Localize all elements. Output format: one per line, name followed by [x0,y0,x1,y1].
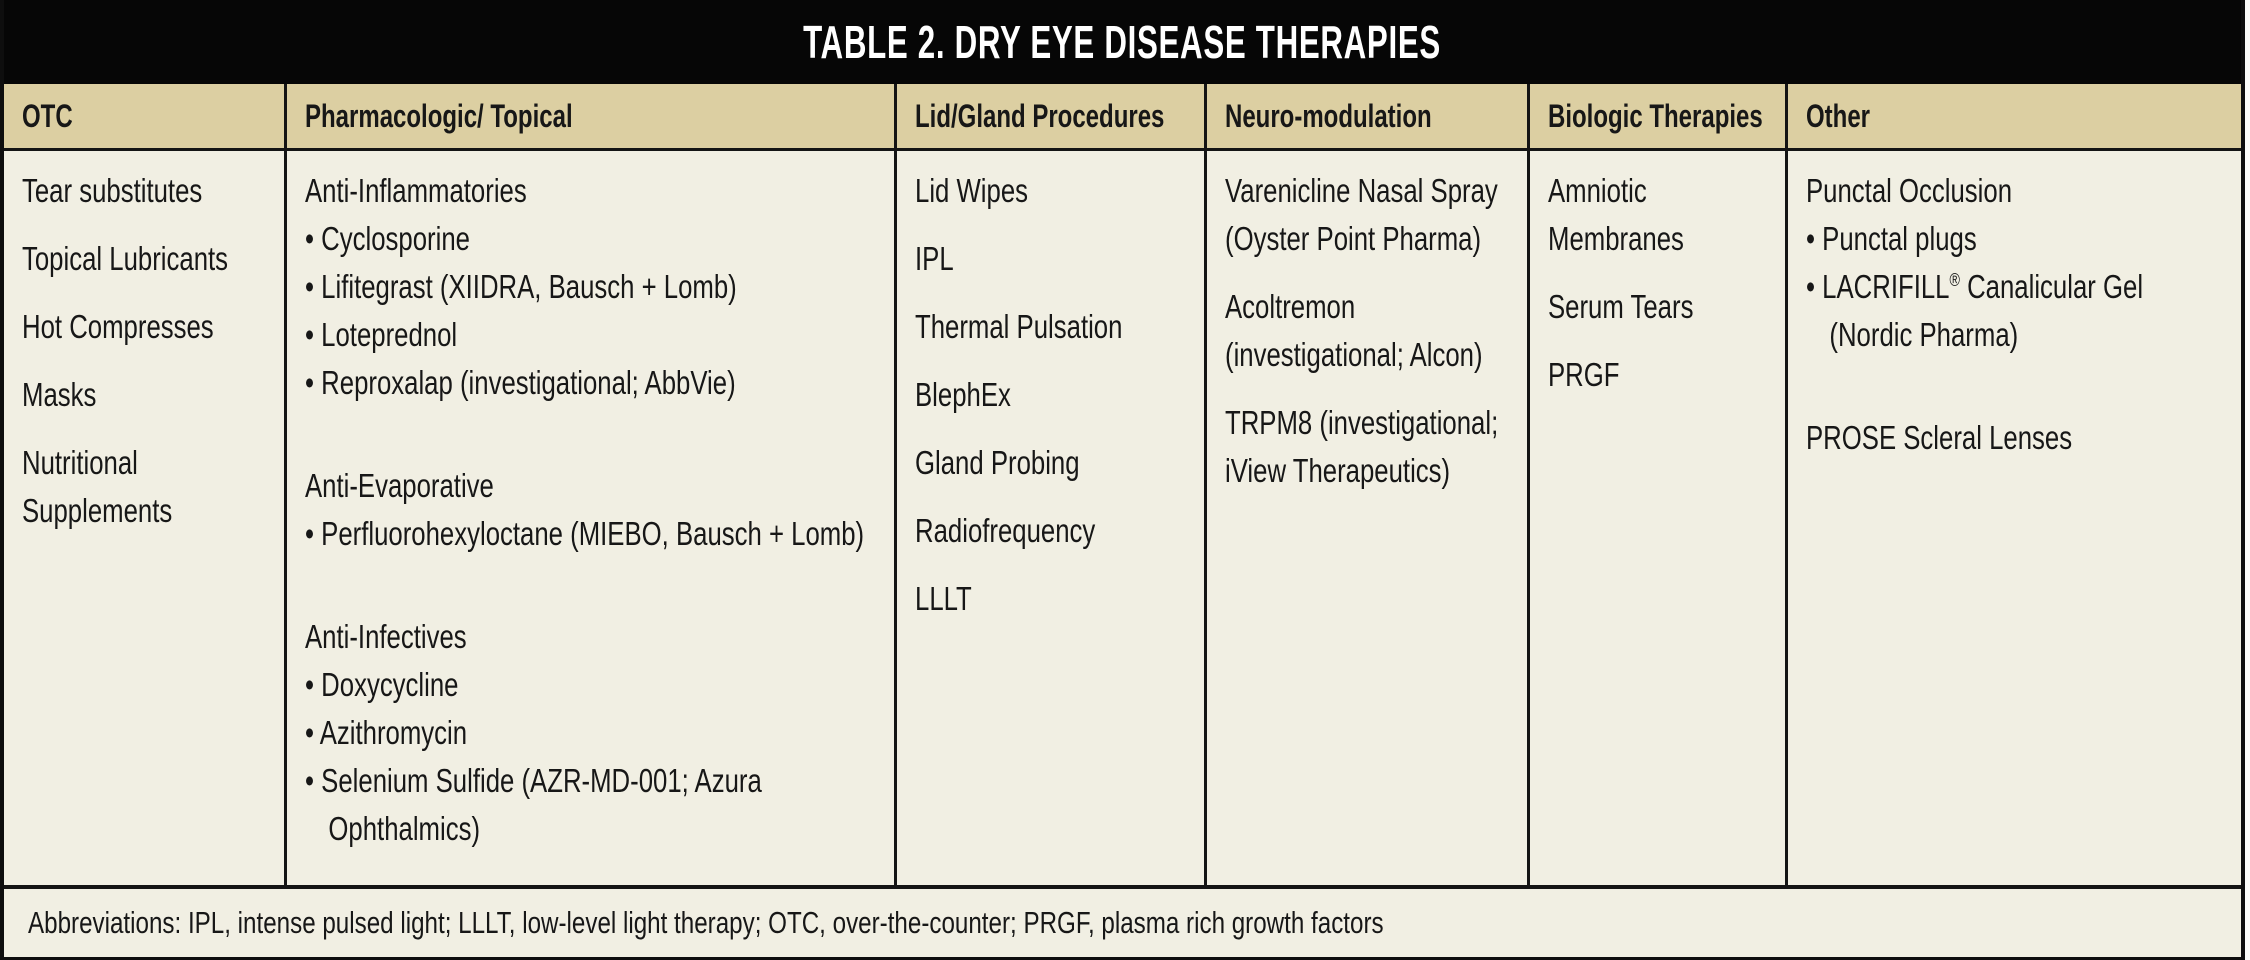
cell-block: Anti-Inflammatories • Cyclosporine • Lifit… [305,167,888,407]
cell-block: Tear substitutes [22,167,278,215]
cell-line: • LACRIFILL® Canalicular Gel [1806,268,2144,305]
cell-line: Gland Probing [915,444,1080,481]
table-body-row: Tear substitutes Topical Lubricants Hot Co… [4,151,2241,885]
cell-line: Ophthalmics) [328,810,481,847]
column-header-label: Other [1806,97,1871,134]
body-cell-pharmacologic-topical: Anti-Inflammatories • Cyclosporine • Lifit… [287,151,897,885]
registered-trademark-symbol: ® [1949,270,1960,290]
cell-line: (investigational; Alcon) [1225,336,1483,373]
cell-block: Anti-Evaporative • Perfluorohexyloctane (… [305,462,888,558]
cell-line: Anti-Infectives [305,618,467,655]
cell-line: • Punctal plugs [1806,220,1977,257]
cell-block: Lid Wipes [915,167,1198,215]
abbreviations-text: Abbreviations: IPL, intense pulsed light… [28,905,1384,940]
cell-line: TRPM8 (investigational; [1225,404,1499,441]
cell-line: BlephEx [915,376,1011,413]
cell-block: BlephEx [915,371,1198,419]
cell-line: Hot Compresses [22,308,214,345]
column-header-lid-gland-procedures: Lid/Gland Procedures [897,84,1207,151]
cell-line: PRGF [1548,356,1620,393]
body-cell-biologic-therapies: Amniotic Membranes Serum Tears PRGF [1530,151,1788,885]
cell-block: Serum Tears [1548,283,1779,331]
abbreviations-footer: Abbreviations: IPL, intense pulsed light… [4,885,2241,957]
cell-line: • Lifitegrast (XIIDRA, Bausch + Lomb) [305,268,737,305]
cell-block: Anti-Infectives • Doxycycline • Azithromyc… [305,613,888,853]
cell-line: Radiofrequency [915,512,1096,549]
cell-block: IPL [915,235,1198,283]
cell-line: • Doxycycline [305,666,459,703]
cell-line: (Nordic Pharma) [1829,316,2019,353]
column-header-label: OTC [22,97,73,134]
cell-line: Masks [22,376,97,413]
cell-line: Anti-Evaporative [305,467,494,504]
table-title-bar: TABLE 2. DRY EYE DISEASE THERAPIES [4,0,2241,84]
table-title: TABLE 2. DRY EYE DISEASE THERAPIES [803,16,1442,68]
cell-line: Thermal Pulsation [915,308,1123,345]
cell-block: Masks [22,371,278,419]
cell-line: (Oyster Point Pharma) [1225,220,1482,257]
cell-block: Amniotic Membranes [1548,167,1779,263]
body-cell-neuro-modulation: Varenicline Nasal Spray (Oyster Point Pha… [1207,151,1530,885]
cell-line: Varenicline Nasal Spray [1225,172,1498,209]
column-header-neuro-modulation: Neuro-modulation [1207,84,1530,151]
cell-block: LLLT [915,575,1198,623]
cell-line: Tear substitutes [22,172,203,209]
cell-line: Anti-Inflammatories [305,172,527,209]
cell-line: PROSE Scleral Lenses [1806,419,2073,456]
cell-block: Thermal Pulsation [915,303,1198,351]
cell-line: Supplements [22,492,173,529]
cell-line: Acoltremon [1225,288,1356,325]
cell-block: Acoltremon (investigational; Alcon) [1225,283,1521,379]
column-header-label: Pharmacologic/ Topical [305,97,573,134]
cell-block: Nutritional Supplements [22,439,278,535]
cell-line: • Reproxalap (investigational; AbbVie) [305,364,736,401]
cell-line: Nutritional [22,444,138,481]
cell-line: Lid Wipes [915,172,1029,209]
cell-line: Amniotic [1548,172,1647,209]
column-header-label: Neuro-modulation [1225,97,1432,134]
body-cell-other: Punctal Occlusion • Punctal plugs • LACRIF… [1788,151,2241,885]
cell-block: Gland Probing [915,439,1198,487]
cell-block: Punctal Occlusion • Punctal plugs • LACRIF… [1806,167,2235,359]
cell-line: Topical Lubricants [22,240,229,277]
cell-line: • Selenium Sulfide (AZR-MD-001; Azura [305,762,762,799]
cell-block: Hot Compresses [22,303,278,351]
column-header-pharmacologic-topical: Pharmacologic/ Topical [287,84,897,151]
column-header-label: Lid/Gland Procedures [915,97,1165,134]
cell-block: Topical Lubricants [22,235,278,283]
cell-line: Punctal Occlusion [1806,172,2013,209]
cell-block: Radiofrequency [915,507,1198,555]
body-cell-lid-gland-procedures: Lid Wipes IPL Thermal Pulsation BlephEx Glan… [897,151,1207,885]
table-header-row: OTC Pharmacologic/ Topical Lid/Gland Pro… [4,84,2241,151]
column-header-biologic-therapies: Biologic Therapies [1530,84,1788,151]
cell-line: Serum Tears [1548,288,1694,325]
cell-block: PRGF [1548,351,1779,399]
cell-line: IPL [915,240,954,277]
cell-line: • Azithromycin [305,714,468,751]
cell-line: • Cyclosporine [305,220,470,257]
body-cell-otc: Tear substitutes Topical Lubricants Hot Co… [4,151,287,885]
cell-block: TRPM8 (investigational; iView Therapeutic… [1225,399,1521,495]
cell-line: • Perfluorohexyloctane (MIEBO, Bausch + … [305,515,865,552]
cell-line: Membranes [1548,220,1684,257]
cell-block: Varenicline Nasal Spray (Oyster Point Pha… [1225,167,1521,263]
column-header-label: Biologic Therapies [1548,97,1763,134]
cell-line: LLLT [915,580,972,617]
cell-line: iView Therapeutics) [1225,452,1451,489]
column-header-other: Other [1788,84,2241,151]
cell-block: PROSE Scleral Lenses [1806,414,2235,462]
cell-line: • Loteprednol [305,316,458,353]
column-header-otc: OTC [4,84,287,151]
